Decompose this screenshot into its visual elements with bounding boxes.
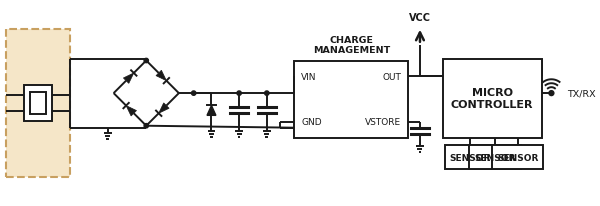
Circle shape — [549, 91, 554, 96]
Bar — [445, 146, 496, 169]
Polygon shape — [156, 71, 166, 81]
Circle shape — [144, 59, 148, 63]
Polygon shape — [207, 106, 216, 116]
Bar — [6, 30, 70, 177]
Polygon shape — [124, 74, 134, 84]
Text: VCC: VCC — [409, 13, 431, 23]
Text: SENSOR: SENSOR — [475, 153, 516, 162]
Text: CHARGE
MANAGEMENT: CHARGE MANAGEMENT — [313, 36, 390, 55]
Text: OUT: OUT — [382, 73, 401, 81]
Polygon shape — [159, 103, 169, 114]
Text: VSTORE: VSTORE — [365, 118, 401, 127]
Circle shape — [237, 91, 241, 96]
Bar — [30, 93, 46, 114]
Text: SENSOR: SENSOR — [497, 153, 538, 162]
Text: MICRO
CONTROLLER: MICRO CONTROLLER — [451, 88, 533, 109]
Polygon shape — [126, 106, 136, 116]
Text: VIN: VIN — [301, 73, 317, 81]
Bar — [295, 61, 408, 138]
Text: SENSOR: SENSOR — [449, 153, 491, 162]
Text: GND: GND — [301, 118, 322, 127]
Circle shape — [191, 91, 196, 96]
Bar — [469, 146, 521, 169]
Bar — [443, 59, 542, 138]
Circle shape — [144, 124, 148, 128]
Bar — [24, 86, 52, 121]
Bar — [492, 146, 544, 169]
Circle shape — [265, 91, 269, 96]
Text: TX/RX: TX/RX — [567, 89, 596, 98]
